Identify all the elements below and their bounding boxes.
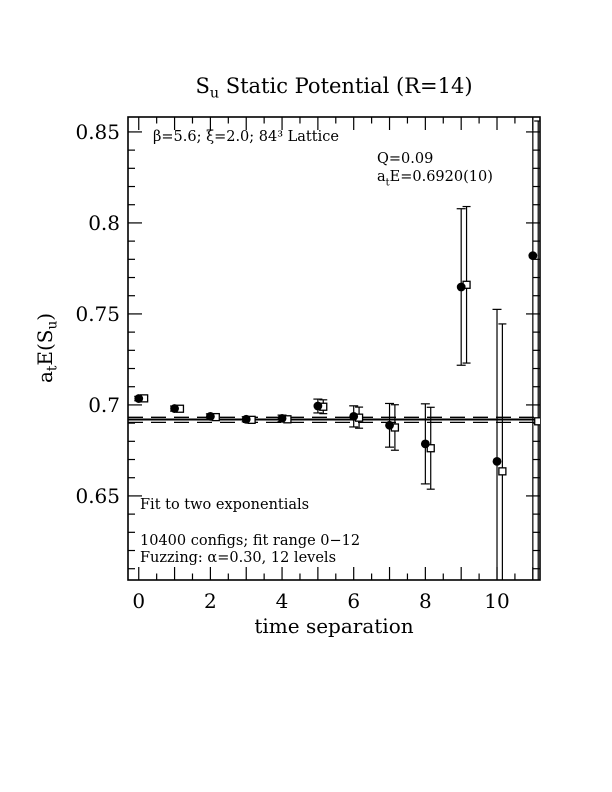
data-point-circle [385,420,394,430]
configs-note-annotation: 10400 configs; fit range 0−12 [140,533,360,549]
data-point-circle [206,411,215,421]
y-tick-label: 0.7 [88,393,120,417]
data-point-circle [349,411,359,421]
data-point-circle [134,394,144,403]
data-series [134,117,540,580]
y-tick-label: 0.8 [88,211,120,235]
x-tick-label: 8 [419,589,432,613]
x-tick-label: 10 [484,589,509,613]
x-tick-label: 4 [276,589,289,613]
y-tick-label: 0.85 [75,120,120,144]
x-axis-label: time separation [254,614,413,638]
q-value-annotation: Q=0.09 [377,151,433,167]
data-point-circle [170,404,179,413]
y-axis-label: atE(Su) [33,313,61,383]
x-tick-label: 2 [204,589,217,613]
data-point-square [534,417,540,426]
fit-lines [128,416,540,424]
data-point-circle [313,401,323,411]
x-tick-label: 0 [132,589,145,613]
fuzzing-note-annotation: Fuzzing: α=0.30, 12 levels [140,550,336,566]
fit-note-annotation: Fit to two exponentials [140,497,309,513]
data-point-square [426,444,435,453]
data-point-circle [456,282,466,292]
data-point-square [498,467,507,476]
axes: 0 2 4 6 8 10 0.85 0.8 0.75 0.7 0.65 [75,116,541,613]
plot-frame [127,116,541,581]
data-point-circle [277,413,287,423]
data-point-circle [492,456,502,466]
y-tick-label: 0.65 [75,484,120,508]
data-point-circle [241,414,251,424]
y-tick-label: 0.75 [75,302,120,326]
fitted-energy-annotation: atE=0.6920(10) [377,169,493,189]
lattice-info-annotation: β=5.6; ξ=2.0; 84³ Lattice [153,129,339,145]
data-point-circle [528,251,538,261]
x-tick-label: 6 [347,589,360,613]
data-point-circle [420,439,430,449]
chart-title: Su Static Potential (R=14) [195,74,472,102]
